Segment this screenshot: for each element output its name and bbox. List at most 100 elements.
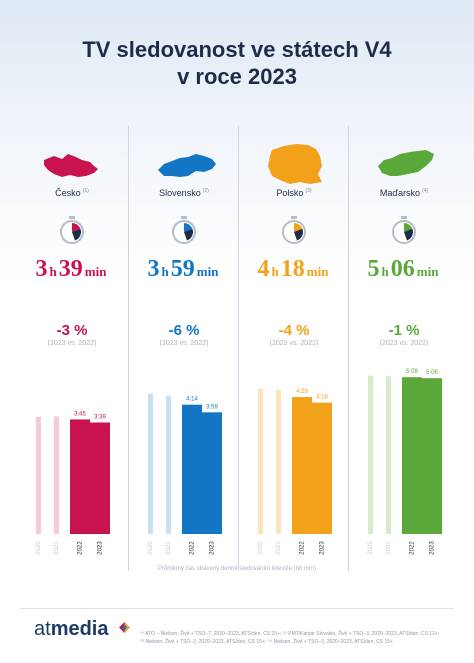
logo-text-light: at [34,618,51,640]
minutes-value: 39 [58,256,83,282]
year-tick-label: 2022 [78,541,84,555]
bar-2022 [182,404,202,534]
watch-time: 3 h59 min [128,256,240,283]
year-tick-label: 2023 [320,541,326,555]
country-name: Maďarsko [379,188,420,198]
change-percent: -1 % [388,322,420,339]
bar-2021 [386,376,391,534]
bar-2020 [258,388,263,534]
year-tick-label: 2020 [36,541,42,555]
country-name: Polsko [276,188,304,198]
year-tick-label: 2021 [166,541,172,555]
source-notes: ⁽¹⁾ ATO – Nielsen, Živě + TSO–7, 2020–20… [140,631,440,645]
bar-value-label: 5:06 [426,370,438,376]
bar-chart-slovensko: 2020 2021 4:14 2022 3:59 2023 [148,393,222,555]
hours-unit: h [381,264,389,279]
hours-value: 5 [367,256,380,282]
bar-2023 [312,402,332,534]
year-tick-label: 2021 [386,541,392,555]
bar-2021 [54,416,59,534]
year-tick-label: 2022 [300,541,306,555]
footnote-ref: (3) [305,188,312,194]
minutes-value: 18 [280,256,305,282]
bar-chart-madarsko: 2020 2021 5:08 2022 5:06 2023 [368,369,442,555]
bar-value-label: 4:29 [296,389,308,395]
chart-caption: Průměrný čas strávený denně sledováním t… [157,566,317,572]
logo-mark-icon [119,622,130,633]
poland-map-icon [268,144,322,184]
column-divider [238,126,239,571]
minutes-unit: min [416,264,439,279]
bar-2022 [70,419,90,534]
minutes-unit: min [84,264,107,279]
footnote-ref: (1) [82,188,89,194]
bar-2022 [292,397,312,534]
change-percent: -6 % [168,322,200,339]
year-tick-label: 2022 [410,541,416,555]
bar-2021 [276,389,281,534]
year-tick-label: 2022 [190,541,196,555]
bar-value-label: 3:59 [206,404,218,410]
bar-2020 [368,375,373,534]
footnote-ref: (4) [421,188,429,194]
footnote-ref: (2) [202,188,209,194]
change-percent: -3 % [56,322,88,339]
bar-2023 [90,422,110,534]
logo-text-bold: media [50,618,109,640]
bar-value-label: 4:18 [316,395,328,401]
hours-unit: h [161,264,169,279]
minutes-unit: min [196,264,219,279]
country-name: Slovensko [159,188,201,198]
bar-value-label: 4:14 [186,397,198,403]
country-name: Česko [55,188,81,198]
year-tick-label: 2020 [368,541,374,555]
bar-value-label: 3:45 [74,411,86,417]
country-column-slovensko: Slovensko (2) 3 h59 min -6 % (2023 vs. 2022… [128,126,240,578]
page-title-line-2: v roce 2023 [177,64,297,89]
bar-2020 [36,416,41,534]
stopwatch-icon [392,216,416,244]
czechia-map-icon [44,154,98,177]
bar-2022 [402,377,422,534]
atmedia-logo: atmedia [34,618,109,641]
year-tick-label: 2020 [258,541,264,555]
year-tick-label: 2023 [210,541,216,555]
footer-divider [20,608,454,609]
column-divider [348,126,349,571]
hours-unit: h [271,264,279,279]
hours-value: 3 [35,256,48,282]
country-column-polsko: Polsko (3) 4 h18 min -4 % (2023 vs. 2022) 2… [238,126,350,578]
stopwatch-icon [172,216,196,244]
change-percent: -4 % [278,322,310,339]
watch-time: 3 h39 min [16,256,128,283]
country-column-cesko: Česko (1) 3 h39 min -3 % (2023 vs. 2022) 20… [16,126,128,578]
minutes-value: 59 [170,256,195,282]
minutes-unit: min [306,264,329,279]
watch-time: 4 h18 min [238,256,350,283]
slovakia-map-icon [158,154,216,177]
hours-value: 4 [257,256,270,282]
bar-value-label: 5:08 [406,369,418,375]
country-column-madarsko: Maďarsko (4) 5 h06 min -1 % (2023 vs. 2022)… [348,126,460,578]
stopwatch-icon [282,216,306,244]
page-title-line-1: TV sledovanost ve státech V4 [82,37,392,62]
bar-value-label: 3:39 [94,415,106,421]
bar-chart-polsko: 2020 2021 4:29 2022 4:18 2023 [258,388,332,555]
column-divider [128,126,129,571]
comparison-note: (2023 vs. 2022) [379,340,429,347]
minutes-value: 06 [390,256,415,282]
hours-unit: h [49,264,57,279]
bar-2023 [422,378,442,534]
comparison-note: (2023 vs. 2022) [47,340,97,347]
bar-2020 [148,393,153,534]
comparison-note: (2023 vs. 2022) [269,340,319,347]
year-tick-label: 2023 [430,541,436,555]
hungary-map-icon [378,150,434,176]
hours-value: 3 [147,256,160,282]
year-tick-label: 2021 [54,541,60,555]
year-tick-label: 2023 [98,541,104,555]
year-tick-label: 2021 [276,541,282,555]
bar-2021 [166,395,171,534]
year-tick-label: 2020 [148,541,154,555]
watch-time: 5 h06 min [348,256,460,283]
